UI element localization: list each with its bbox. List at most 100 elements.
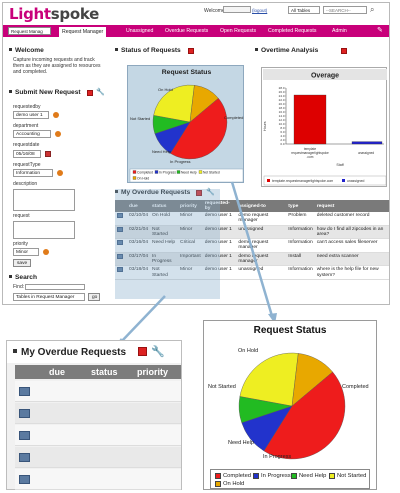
go-button[interactable]: go bbox=[88, 293, 100, 301]
table-cell-due: 03/17/04 bbox=[127, 252, 151, 267]
overage-bar2-label: unassigned bbox=[358, 151, 375, 155]
edit-icon[interactable] bbox=[117, 240, 123, 246]
calendar-icon[interactable] bbox=[45, 151, 51, 157]
bullet-icon bbox=[115, 190, 118, 193]
tools-icon[interactable]: ✎ bbox=[377, 27, 383, 34]
zoomed-legend-label-2: Need Help bbox=[299, 472, 327, 479]
col-request[interactable]: request bbox=[314, 200, 389, 212]
zoomed-table-title-text: My Overdue Requests bbox=[21, 347, 127, 358]
overtime-analysis-heading: Overtime Analysis bbox=[255, 47, 318, 54]
add-icon[interactable] bbox=[196, 190, 202, 196]
edit-icon[interactable] bbox=[117, 267, 123, 273]
edit-icon[interactable] bbox=[19, 387, 30, 396]
tab-request-manager[interactable]: Request Manager bbox=[58, 26, 108, 37]
zoomed-table-row[interactable] bbox=[15, 381, 181, 402]
zoomed-pie-slices bbox=[238, 352, 346, 460]
edit-icon[interactable] bbox=[19, 475, 30, 484]
zoomed-table-row[interactable] bbox=[15, 447, 181, 468]
table-row[interactable]: 02/10/04 On Hold Minor demo user 1 demo requ… bbox=[115, 212, 389, 226]
zoomed-col-priority[interactable]: priority bbox=[137, 367, 169, 377]
requestedby-select[interactable]: demo user 1 bbox=[13, 111, 49, 119]
tab-overdue-requests[interactable]: Overdue Requests bbox=[165, 28, 209, 34]
requestedby-label: requestedby bbox=[13, 104, 41, 110]
logout-link[interactable]: (logout) bbox=[252, 8, 268, 13]
table-cell-status: Not Started bbox=[150, 265, 179, 280]
small-pie-label-need-help: Need Help bbox=[152, 149, 171, 154]
wrench-icon[interactable]: 🔧 bbox=[206, 189, 215, 196]
search-scope-select[interactable]: All Tables bbox=[288, 6, 320, 14]
overage-ytick-label: 24.0 bbox=[279, 94, 285, 98]
priority-select[interactable]: Minor bbox=[13, 248, 39, 256]
submit-request-heading-text: Submit New Request bbox=[15, 89, 81, 96]
table-row[interactable]: 02/21/04 Not Started Minor demo user 1 unass… bbox=[115, 225, 389, 240]
overdue-heading: My Overdue Requests bbox=[115, 189, 190, 196]
overage-ytick-label: 28.0 bbox=[279, 86, 285, 90]
overage-legend-box bbox=[263, 175, 387, 186]
logo-part1: Light bbox=[9, 5, 51, 23]
add-icon[interactable] bbox=[341, 48, 347, 54]
description-textarea[interactable] bbox=[13, 189, 75, 211]
tab-completed-requests[interactable]: Completed Requests bbox=[268, 28, 317, 34]
col-requested-by[interactable]: requested-by bbox=[202, 200, 237, 212]
col-assigned-to[interactable]: assigned-to bbox=[236, 200, 287, 212]
application-selector[interactable]: Request Manag bbox=[8, 27, 51, 35]
col-type[interactable]: type bbox=[286, 200, 315, 212]
refresh-icon[interactable] bbox=[43, 249, 49, 255]
zoomed-legend-label-4: On Hold bbox=[223, 480, 245, 487]
col-priority[interactable]: priority bbox=[178, 200, 203, 212]
table-row[interactable]: 03/16/04 Need Help Critical demo user 1 demo… bbox=[115, 238, 389, 253]
search-icon[interactable]: ⌕ bbox=[370, 5, 375, 14]
refresh-icon[interactable] bbox=[57, 170, 63, 176]
icon-col-header bbox=[115, 200, 127, 212]
zoomed-table-row[interactable] bbox=[15, 403, 181, 424]
table-cell-requested-by: demo user 1 bbox=[202, 212, 237, 226]
zoomed-pie-label-completed: Completed bbox=[342, 384, 369, 390]
edit-icon[interactable] bbox=[19, 431, 30, 440]
add-icon[interactable] bbox=[87, 90, 93, 96]
bullet-icon bbox=[9, 90, 12, 93]
tab-admin[interactable]: Admin bbox=[332, 28, 347, 34]
edit-icon[interactable] bbox=[117, 226, 123, 232]
zoomed-table-row[interactable] bbox=[15, 425, 181, 446]
add-icon[interactable] bbox=[138, 347, 147, 356]
edit-icon[interactable] bbox=[117, 213, 123, 218]
bullet-icon bbox=[9, 275, 12, 278]
welcome-label: Welcome bbox=[204, 8, 225, 14]
edit-icon[interactable] bbox=[19, 453, 30, 462]
overage-ylabel: Hours bbox=[263, 121, 267, 131]
zoomed-table-row[interactable] bbox=[15, 469, 181, 490]
department-select[interactable]: Accounting bbox=[13, 130, 51, 138]
col-status[interactable]: status bbox=[150, 200, 179, 212]
save-button[interactable]: save bbox=[13, 259, 31, 267]
request-textarea[interactable] bbox=[13, 221, 75, 239]
zoomed-col-due[interactable]: due bbox=[49, 367, 66, 377]
tab-unassigned[interactable]: Unassigned bbox=[126, 28, 154, 34]
overage-title: Overage bbox=[311, 73, 339, 80]
col-due[interactable]: due bbox=[127, 200, 151, 212]
requesttype-select[interactable]: Information bbox=[13, 169, 53, 177]
overage-ytick-label: 6.0 bbox=[280, 130, 285, 134]
wrench-icon[interactable]: 🔧 bbox=[96, 89, 105, 96]
refresh-icon[interactable] bbox=[55, 131, 61, 137]
refresh-icon[interactable] bbox=[53, 112, 59, 118]
edit-icon[interactable] bbox=[19, 409, 30, 418]
search-input[interactable]: --SEARCH-- bbox=[323, 6, 367, 14]
zoomed-pie-svg bbox=[238, 352, 346, 460]
requestdate-input[interactable]: 05/16/08 bbox=[13, 150, 41, 158]
tab-open-requests[interactable]: Open Requests bbox=[220, 28, 257, 34]
welcome-heading-text: Welcome bbox=[15, 47, 44, 54]
small-pie-label-completed: Completed bbox=[224, 115, 244, 120]
table-row[interactable]: 03/18/04 Not Started Minor demo user 1 unass… bbox=[115, 265, 389, 280]
small-pie-legend-box bbox=[129, 168, 244, 183]
find-input[interactable] bbox=[25, 284, 85, 290]
search-tables-select[interactable]: Tables in Request Manager bbox=[13, 293, 85, 301]
zoomed-legend-label-0: Completed bbox=[223, 472, 252, 479]
edit-icon[interactable] bbox=[117, 253, 123, 259]
zoomed-col-status[interactable]: status bbox=[91, 367, 118, 377]
zoomed-overdue-table: My Overdue Requests 🔧 due status priorit… bbox=[6, 340, 182, 490]
wrench-icon[interactable]: 🔧 bbox=[151, 346, 165, 358]
add-icon[interactable] bbox=[188, 48, 194, 54]
small-pie-legend: Completed In Progress Need Help Not Started… bbox=[132, 170, 220, 180]
zoomed-pie-legend: Completed In Progress Need Help Not Started… bbox=[210, 469, 370, 489]
